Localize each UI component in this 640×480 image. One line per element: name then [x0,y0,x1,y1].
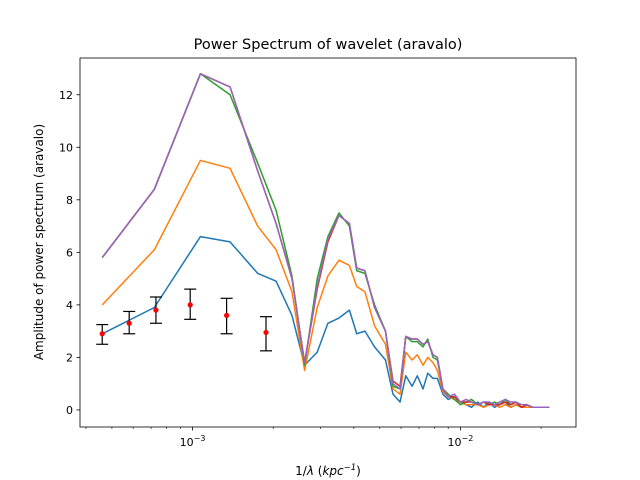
x-label-prefix: 1/ [295,464,308,478]
x-label-unit-exp: −1 [344,463,357,473]
y-tick-label: 0 [66,404,73,417]
x-tick-label: 10−2 [448,434,474,449]
x-label-unit-close: ) [356,464,361,478]
y-axis-label: Amplitude of power spectrum (aravalo) [32,124,46,360]
chart-title: Power Spectrum of wavelet (aravalo) [194,37,463,53]
y-tick-label: 2 [66,352,73,365]
y-tick-label: 12 [59,89,73,102]
errorbar-6 [260,316,273,352]
plot-frame [79,57,577,428]
series-line-2 [101,159,550,409]
y-tick-label: 6 [66,247,73,260]
errorbar-point [187,302,193,308]
x-label-unit-open: ( [314,464,323,478]
x-axis-label: 1/λ (kpc−1) [295,463,361,478]
y-tick-label: 10 [59,141,73,154]
series-line-1 [101,235,550,409]
errorbar-1 [96,323,109,345]
errorbar-point [99,331,105,337]
y-tick-label: 8 [66,194,73,207]
errorbar-point [126,320,132,326]
x-label-unit-base: kpc [322,464,344,478]
errorbar-point [153,307,159,313]
x-axis: 10−3 10−2 [85,427,542,449]
errorbar-layer [96,288,273,352]
series-layer [101,73,550,409]
errorbar-2 [123,310,136,335]
series-line-5 [101,73,550,409]
errorbar-4 [184,288,197,320]
y-axis: 0 2 4 6 8 10 12 [59,89,80,417]
y-tick-label: 4 [66,299,73,312]
errorbar-point [224,312,230,318]
x-label-lambda: λ [306,464,314,478]
errorbar-5 [220,297,233,335]
errorbar-point [263,329,269,336]
errorbar-3 [149,296,162,324]
x-tick-label: 10−3 [180,434,206,449]
